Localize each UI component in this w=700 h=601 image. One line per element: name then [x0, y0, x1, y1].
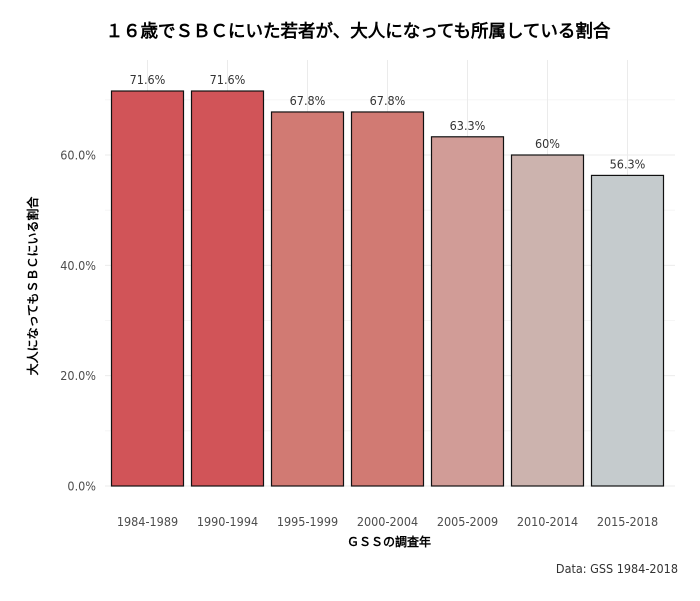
bar-2005-2009 [430, 136, 505, 487]
data-label: 71.6% [130, 72, 166, 87]
x-tick-label: 2005-2009 [437, 514, 498, 529]
x-tick-label: 2010-2014 [517, 514, 578, 529]
bar-1990-1994 [190, 90, 265, 487]
x-tick-label: 2000-2004 [357, 514, 418, 529]
data-label: 63.3% [450, 118, 486, 133]
y-tick-label: 20.0% [60, 368, 96, 383]
x-tick-label: 1995-1999 [277, 514, 338, 529]
bar-2015-2018 [590, 174, 665, 487]
data-label: 71.6% [210, 72, 246, 87]
bar-1984-1989 [110, 90, 185, 487]
x-tick-label: 1984-1989 [117, 514, 178, 529]
x-tick-label: 1990-1994 [197, 514, 258, 529]
chart-caption: Data: GSS 1984-2018 [556, 561, 678, 576]
y-tick-label: 0.0% [67, 479, 96, 494]
bar-2010-2014 [510, 154, 585, 487]
x-ticks-layer: 1984-1989 1990-1994 1995-1999 2000-2004 2005… [117, 514, 658, 529]
bar-1995-1999 [270, 111, 345, 487]
data-label: 56.3% [610, 156, 646, 171]
data-label: 67.8% [370, 93, 406, 108]
y-tick-label: 40.0% [60, 258, 96, 273]
x-tick-label: 2015-2018 [597, 514, 658, 529]
y-axis-label: 大人になってもＳＢＣにいる割合 [25, 196, 40, 376]
data-label: 67.8% [290, 93, 326, 108]
bar-2000-2004 [350, 111, 425, 487]
bars-layer [110, 90, 665, 487]
y-ticks-layer: 0.0% 20.0% 40.0% 60.0% [60, 148, 96, 494]
x-axis-label: ＧＳＳの調査年 [347, 534, 431, 549]
data-label: 60% [535, 136, 560, 151]
chart-title: １６歳でＳＢＣにいた若者が、大人になっても所属している割合 [106, 21, 611, 42]
y-tick-label: 60.0% [60, 148, 96, 163]
data-labels-layer: 71.6% 71.6% 67.8% 67.8% 63.3% 60% 56.3% [130, 72, 646, 171]
